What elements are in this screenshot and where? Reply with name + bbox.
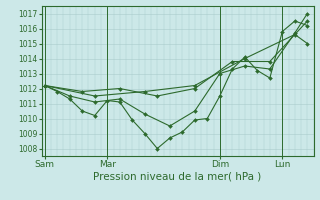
X-axis label: Pression niveau de la mer( hPa ): Pression niveau de la mer( hPa ) bbox=[93, 172, 262, 182]
